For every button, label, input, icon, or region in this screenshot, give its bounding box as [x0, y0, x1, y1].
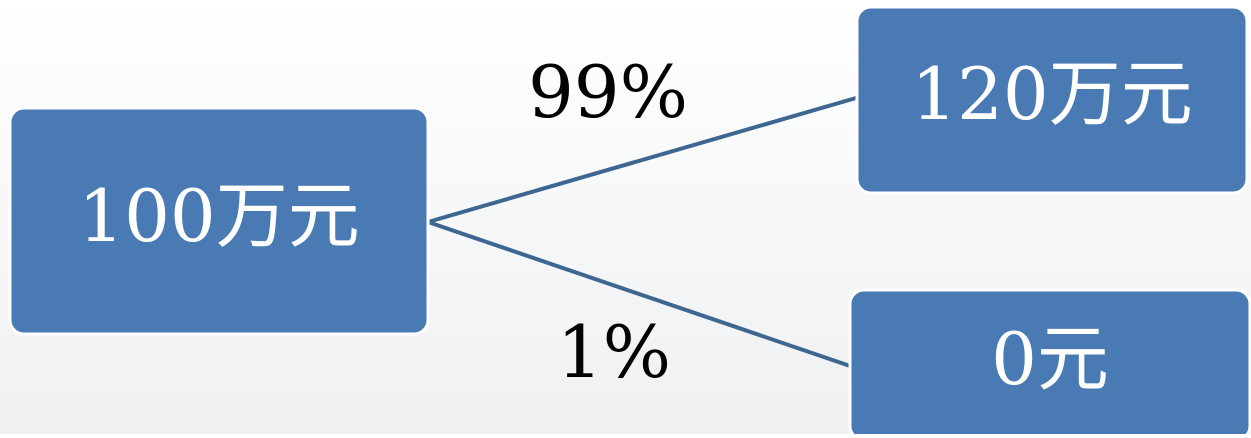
edge-line [427, 220, 857, 370]
node-box [855, 5, 1249, 195]
edge-label: 1% [557, 310, 671, 394]
node-label: 120万元 [911, 52, 1192, 136]
node-box [8, 106, 430, 336]
node-label: 100万元 [78, 174, 359, 258]
node-box [848, 288, 1251, 438]
edge-line [427, 96, 857, 224]
edge-label: 99% [528, 50, 688, 134]
node-label: 0元 [991, 317, 1109, 401]
